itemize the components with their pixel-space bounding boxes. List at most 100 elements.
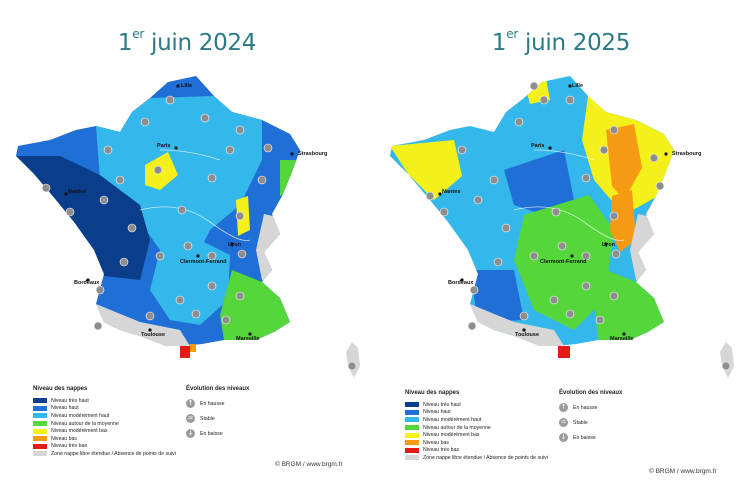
- city-dots: [64, 84, 294, 336]
- zone-moyenne-se: [220, 270, 290, 340]
- credit-text: © BRGM / www.brgm.fr: [275, 461, 343, 468]
- city-label-lille: Lille: [181, 83, 192, 89]
- legend-item: Niveau bas: [405, 439, 548, 447]
- legend-swatch: [33, 405, 47, 411]
- evolution-legend-2025: Évolution des niveaux ↑ En hausse = Stable ↓…: [559, 390, 622, 445]
- legend-item: Zone nappe libre étendue / Absence de po…: [405, 454, 548, 462]
- legend-swatch: [33, 436, 47, 442]
- legend-label: Niveau haut: [51, 405, 79, 412]
- legend-item: Niveau autour de la moyenne: [405, 424, 548, 432]
- legend-label: Niveau autour de la moyenne: [51, 420, 119, 427]
- city-label-lyon: Lyon: [228, 242, 242, 248]
- city-label-marseille: Marseille: [610, 336, 634, 342]
- city-label-toulouse: Toulouse: [141, 332, 165, 338]
- city-label-paris: Paris: [157, 143, 170, 149]
- legend-item: Niveau haut: [33, 405, 176, 413]
- level-legend-title: Niveau des nappes: [33, 386, 88, 392]
- evolution-item: ↓ En baisse: [186, 426, 249, 441]
- legend-label: Niveau bas: [423, 439, 449, 446]
- legend-label: Niveau haut: [423, 409, 451, 416]
- evolution-item: = Stable: [559, 415, 622, 430]
- legend-item: Niveau très haut: [405, 401, 548, 409]
- legend-item: Niveau haut: [405, 409, 548, 417]
- zone-moderement-bas-brittany: [390, 140, 462, 200]
- legend-label: Niveau modérément bas: [423, 432, 480, 439]
- legend-swatch: [405, 409, 419, 415]
- up-arrow-icon: ↑: [186, 399, 195, 408]
- corsica: [720, 342, 734, 378]
- zone-moyenne-center: [514, 195, 614, 330]
- legend-label: Niveau modérément haut: [423, 416, 482, 423]
- legend-label: Zone nappe libre étendue / Absence de po…: [51, 450, 176, 457]
- zone-moderement-haut: [96, 96, 262, 270]
- legend-swatch: [33, 428, 47, 434]
- legend-swatch: [405, 440, 419, 446]
- zone-tres-bas-marker: [180, 346, 190, 358]
- legend-label: Niveau très bas: [423, 447, 460, 454]
- map-panel-2024: 1er juin 2024: [16, 27, 360, 468]
- city-label-marseille: Marseille: [236, 336, 260, 342]
- river-loire: [513, 206, 625, 241]
- level-legend-title: Niveau des nappes: [405, 390, 460, 396]
- legend-label: Zone nappe libre étendue / Absence de po…: [423, 454, 548, 461]
- evolution-item: ↑ En hausse: [186, 396, 249, 411]
- evolution-label: En baisse: [573, 434, 596, 441]
- down-arrow-icon: ↓: [559, 433, 568, 442]
- legend-item: Niveau très haut: [33, 397, 176, 405]
- legend-label: Niveau autour de la moyenne: [423, 424, 491, 431]
- legend-swatch: [405, 432, 419, 438]
- legend-item: Niveau autour de la moyenne: [33, 420, 176, 428]
- city-label-strasbourg: Strasbourg: [672, 151, 701, 157]
- city-label-bordeaux: Bordeaux: [74, 280, 100, 286]
- city-label-clermont: Clermont-Ferrand: [180, 259, 226, 265]
- zone-moyenne-alsace: [280, 160, 296, 196]
- legend-label: Niveau modérément haut: [51, 412, 110, 419]
- city-label-strasbourg: Strasbourg: [298, 151, 327, 157]
- map-title-2024: 1er juin 2024: [117, 27, 257, 56]
- legend-swatch: [405, 455, 419, 461]
- legend-item: Niveau modérément bas: [33, 427, 176, 435]
- legend-item: Zone nappe libre étendue / Absence de po…: [33, 450, 176, 458]
- city-label-lyon: Lyon: [602, 242, 616, 248]
- legend-label: Niveau bas: [51, 435, 77, 442]
- level-legend-2025: Niveau des nappes Niveau très haut Niveau…: [405, 390, 548, 462]
- river-seine: [533, 149, 595, 161]
- legend-label: Niveau modérément bas: [51, 428, 108, 435]
- zone-haut-center: [504, 150, 574, 215]
- legend-item: Niveau modérément bas: [405, 431, 548, 439]
- legend-swatch: [405, 425, 419, 431]
- map-panel-2025: 1er juin 2025: [374, 0, 747, 497]
- zone-bas-east: [606, 124, 642, 200]
- evolution-item: ↓ En baisse: [559, 430, 622, 445]
- city-dots: [438, 84, 668, 336]
- up-arrow-icon: ↑: [559, 403, 568, 412]
- zone-moderement-haut-center: [150, 240, 230, 325]
- evolution-label: En baisse: [200, 430, 223, 437]
- evolution-label: Stable: [200, 415, 215, 422]
- legend-item: Niveau très bas: [405, 447, 548, 455]
- legend-label: Niveau très haut: [51, 397, 89, 404]
- level-legend-2024: Niveau des nappes Niveau très haut Niveau…: [33, 386, 176, 458]
- legend-swatch: [33, 421, 47, 427]
- zone-moyenne-se: [594, 270, 664, 340]
- legend-swatch: [405, 447, 419, 453]
- corsica: [346, 342, 360, 378]
- evolution-markers: [425, 81, 731, 371]
- evolution-legend-title: Évolution des niveaux: [559, 390, 623, 396]
- legend-swatch: [405, 417, 419, 423]
- evolution-legend-2024: Évolution des niveaux ↑ En hausse = Stable ↓…: [186, 386, 249, 441]
- legend-swatch: [33, 443, 47, 449]
- city-label-lille: Lille: [572, 83, 583, 89]
- evolution-label: En hausse: [573, 404, 598, 411]
- evolution-item: = Stable: [186, 411, 249, 426]
- city-label-bordeaux: Bordeaux: [448, 280, 474, 286]
- france-groundwater-map-2024: Lille Paris Strasbourg Nantes Lyon Clerm…: [16, 76, 360, 378]
- zone-bas-jura: [610, 190, 636, 252]
- legend-item: Niveau modérément haut: [33, 412, 176, 420]
- evolution-label: Stable: [573, 419, 588, 426]
- equals-icon: =: [559, 418, 568, 427]
- legend-swatch: [33, 451, 47, 457]
- evolution-legend-title: Évolution des niveaux: [186, 386, 250, 392]
- legend-label: Niveau très bas: [51, 443, 88, 450]
- down-arrow-icon: ↓: [186, 429, 195, 438]
